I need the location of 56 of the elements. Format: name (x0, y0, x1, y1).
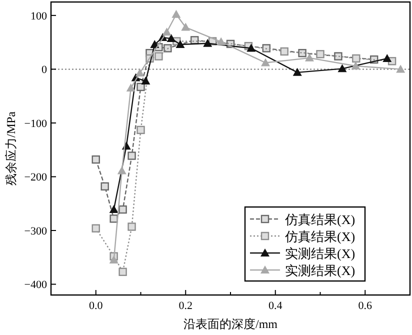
point (118, 268, 127, 276)
legend-label: 实测结果(X) (285, 263, 356, 278)
legend-label: 仿真结果(X) (284, 229, 356, 244)
point (316, 50, 324, 58)
point (292, 68, 302, 76)
x-tick-label: 0.4 (268, 300, 283, 312)
point (352, 54, 360, 63)
point (396, 64, 406, 73)
y-tick-label: −300 (24, 225, 48, 238)
point (109, 205, 118, 214)
point (92, 224, 100, 232)
point (164, 44, 172, 52)
point (136, 82, 145, 92)
point (118, 205, 127, 214)
point (128, 222, 136, 231)
x-tick-label: 0.2 (178, 300, 192, 312)
point (150, 40, 160, 48)
point (172, 10, 181, 18)
legend-label: 仿真结果(X) (284, 212, 356, 227)
legend-label: 实测结果(X) (285, 246, 356, 261)
y-tick-label: 0 (42, 64, 48, 76)
point (128, 152, 136, 160)
point (304, 53, 314, 62)
point (109, 256, 118, 264)
point (162, 28, 172, 36)
x-tick-label: 0.6 (358, 300, 372, 312)
y-tick-label: 100 (30, 10, 48, 22)
x-axis-title: 沿表面的深度/mm (183, 317, 278, 331)
point (135, 68, 144, 76)
y-tick-label: −200 (24, 172, 48, 184)
point (126, 84, 136, 92)
point (203, 38, 212, 47)
point (176, 40, 185, 48)
y-tick-label: −100 (24, 118, 48, 130)
point (280, 47, 288, 56)
point (181, 22, 190, 31)
point (110, 214, 118, 223)
y-tick-label: −400 (24, 279, 48, 292)
point (136, 126, 145, 134)
point (246, 44, 256, 52)
y-axis-title: 残余应力/MPa (4, 110, 18, 186)
x-tick-label: 0.0 (89, 300, 104, 312)
point (141, 76, 150, 85)
point (166, 34, 176, 42)
point (334, 52, 342, 60)
point (100, 182, 109, 190)
point (351, 61, 360, 70)
point (117, 166, 126, 174)
point (262, 44, 270, 52)
point (261, 58, 270, 66)
point (382, 54, 392, 62)
point (154, 52, 163, 60)
point (92, 155, 100, 164)
point (216, 37, 226, 46)
point (338, 64, 347, 72)
point (298, 48, 306, 58)
